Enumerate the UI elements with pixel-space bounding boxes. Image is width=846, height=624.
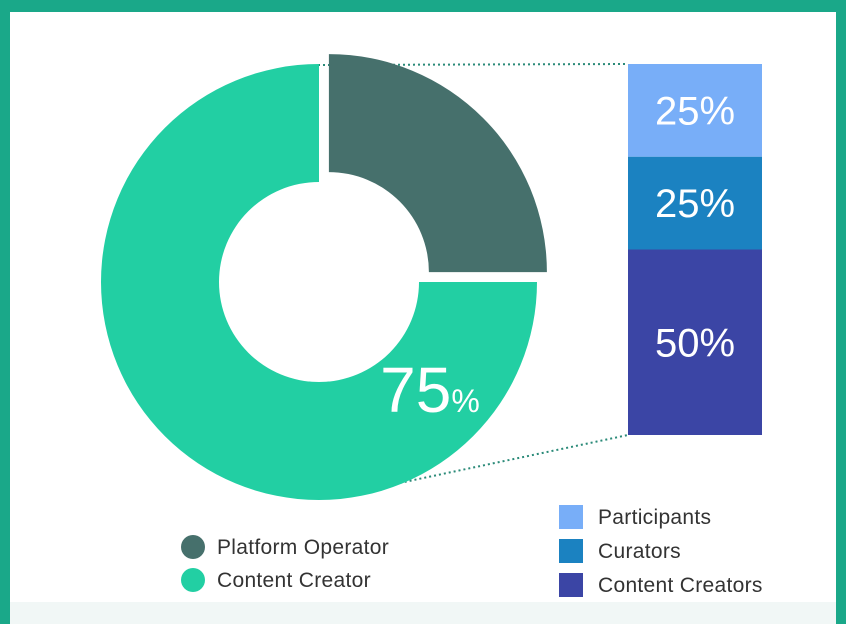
bar-segment-label-curators: 25%	[655, 182, 735, 226]
legend-label-content-creators: Content Creators	[598, 574, 763, 597]
legend-marker-participants	[559, 505, 583, 529]
legend-marker-curators	[559, 539, 583, 563]
legend-marker-platform-operator	[181, 535, 205, 559]
legend-label-platform-operator: Platform Operator	[217, 536, 389, 559]
bar-segment-label-content-creators: 50%	[655, 321, 735, 365]
chart-canvas: 25%75%25%25%50%Platform OperatorContent …	[10, 12, 836, 624]
donut-unit-content-creator: %	[451, 383, 479, 419]
legend-marker-content-creators	[559, 573, 583, 597]
donut-value-content-creator: 75	[380, 354, 451, 426]
chart-frame: 25%75%25%25%50%Platform OperatorContent …	[10, 12, 836, 624]
legend-label-participants: Participants	[598, 506, 711, 529]
donut-slice-platform-operator	[329, 54, 547, 272]
legend-label-curators: Curators	[598, 540, 681, 563]
legend-marker-content-creator	[181, 568, 205, 592]
bar-segment-label-participants: 25%	[655, 89, 735, 133]
legend-label-content-creator: Content Creator	[217, 569, 371, 592]
